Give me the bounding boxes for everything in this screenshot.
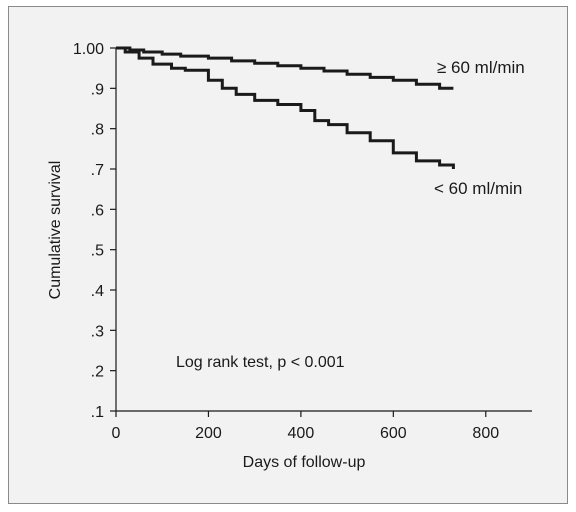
y-tick-label: .5	[91, 243, 104, 260]
y-ticks: 1.00 .9 .8 .7 .6 .5 .4 .3 .2 .1	[73, 41, 116, 421]
x-tick-label: 600	[380, 425, 407, 442]
figure-frame	[8, 6, 568, 504]
axes	[115, 48, 532, 412]
x-tick-label: 400	[288, 425, 315, 442]
y-tick-label: .9	[91, 81, 104, 98]
x-tick-label: 0	[112, 425, 121, 442]
y-tick-label: .8	[91, 122, 104, 139]
series-label-low: < 60 ml/min	[434, 179, 522, 198]
y-axis-title: Cumulative survival	[47, 161, 64, 300]
series-label-high: ≥ 60 ml/min	[437, 58, 525, 77]
y-tick-label: .6	[91, 202, 104, 219]
y-tick-label: 1.00	[73, 41, 104, 58]
y-tick-label: .3	[91, 323, 104, 340]
y-tick-label: .4	[91, 283, 104, 300]
y-tick-label: .1	[91, 404, 104, 421]
y-tick-label: .7	[91, 162, 104, 179]
survival-line-high-egfr	[116, 46, 454, 90]
x-tick-label: 200	[195, 425, 222, 442]
series-lines	[116, 46, 455, 169]
x-axis-title: Days of follow-up	[243, 454, 366, 471]
log-rank-annotation: Log rank test, p < 0.001	[176, 354, 345, 371]
x-ticks: 0 200 400 600 800	[112, 411, 499, 442]
survival-line-low-egfr	[116, 46, 455, 169]
x-tick-label: 800	[472, 425, 499, 442]
y-tick-label: .2	[91, 364, 104, 381]
